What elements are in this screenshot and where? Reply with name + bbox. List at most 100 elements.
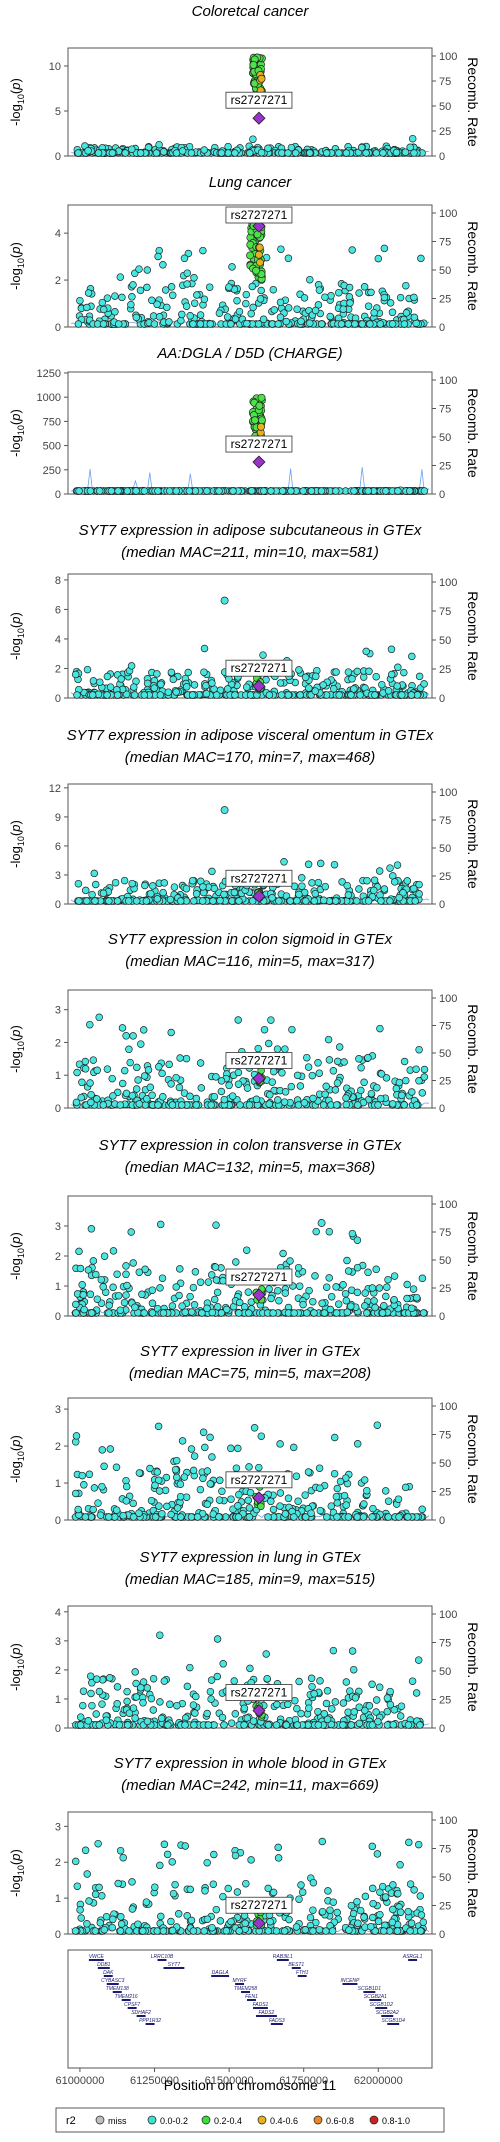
snp-point — [362, 149, 370, 157]
chart-subtitle: (median MAC=132, min=5, max=368) — [125, 1159, 376, 1176]
snp-point — [362, 647, 370, 656]
snp-point — [290, 1309, 298, 1317]
snp-point — [403, 1294, 411, 1303]
snp-point — [103, 672, 112, 681]
snp-point — [208, 1923, 216, 1932]
snp-point — [351, 320, 359, 328]
snp-point — [252, 1095, 261, 1104]
snp-point — [72, 1300, 80, 1309]
snp-point — [150, 320, 159, 328]
snp-point — [307, 1509, 315, 1517]
gene-label: TMEM216 — [115, 1994, 138, 2000]
chart-panel: SYT7 expression in colon sigmoid in GTEx… — [8, 931, 481, 1115]
snp-point — [83, 897, 91, 905]
snp-point — [95, 1013, 103, 1022]
y-tick-label: 1 — [55, 1893, 61, 1905]
snp-point — [361, 1892, 370, 1901]
snp-point — [133, 1063, 141, 1072]
snp-point — [192, 1101, 201, 1109]
snp-point — [330, 1433, 339, 1442]
snp-point — [404, 1721, 413, 1729]
snp-point — [276, 679, 285, 687]
snp-point — [273, 1045, 282, 1053]
gene-label: TMEM138 — [106, 1986, 129, 1992]
snp-point — [131, 1303, 139, 1312]
snp-point — [386, 897, 394, 905]
snp-point — [116, 1846, 125, 1855]
snp-point — [156, 691, 165, 699]
snp-point — [322, 1927, 330, 1935]
snp-point — [277, 691, 286, 699]
y2-tick-label: 75 — [439, 404, 451, 416]
snp-point — [363, 1309, 371, 1317]
snp-point — [220, 1721, 228, 1729]
y-tick-label: 1 — [55, 1281, 61, 1293]
snp-point — [72, 1098, 81, 1107]
snp-point — [412, 1065, 420, 1073]
snp-point — [331, 897, 340, 905]
snp-point — [299, 1300, 307, 1309]
snp-point — [215, 309, 224, 317]
snp-point — [141, 881, 149, 890]
snp-point — [276, 313, 285, 322]
snp-point — [420, 1065, 429, 1074]
snp-point — [345, 293, 354, 301]
snp-point — [207, 1695, 215, 1703]
snp-point — [353, 1263, 362, 1272]
snp-point — [380, 885, 389, 893]
snp-point — [376, 1094, 385, 1103]
snp-point — [410, 149, 418, 157]
snp-point — [127, 1228, 135, 1236]
legend-swatch — [95, 2115, 105, 2125]
snp-point — [76, 1264, 85, 1273]
snp-point — [168, 1926, 177, 1935]
snp-point — [198, 897, 207, 905]
y2-tick-label: 100 — [439, 375, 457, 387]
y-tick-label: 500 — [43, 441, 61, 453]
snp-point — [396, 1908, 405, 1916]
snp-point — [393, 682, 401, 690]
y-axis-label: -log10(p) — [8, 242, 26, 290]
snp-point — [210, 1850, 218, 1859]
snp-point — [340, 1058, 348, 1066]
snp-point — [269, 1309, 277, 1317]
y-tick-label: 1250 — [37, 368, 61, 380]
y-tick-label: 12 — [49, 783, 61, 795]
snp-point — [171, 1465, 180, 1474]
y-tick-label: 3 — [55, 1404, 61, 1416]
snp-point — [154, 1101, 162, 1109]
y-tick-label: 0 — [55, 322, 61, 334]
snp-point — [377, 897, 385, 905]
snp-point — [394, 1495, 403, 1503]
snp-point — [314, 1721, 323, 1729]
snp-point — [113, 1683, 122, 1691]
snp-point — [245, 1309, 253, 1317]
snp-point — [364, 1054, 372, 1062]
snp-point — [113, 1700, 121, 1708]
snp-point — [88, 691, 97, 699]
y2-tick-label: 0 — [439, 693, 445, 705]
snp-point — [408, 1677, 417, 1685]
snp-point — [304, 1468, 313, 1476]
snp-point — [247, 309, 255, 318]
snp-point — [105, 1309, 113, 1317]
snp-point — [372, 149, 381, 157]
snp-point — [295, 890, 303, 899]
y2-axis-label: Recomb. Rate — [465, 799, 481, 889]
snp-point — [177, 1101, 186, 1109]
snp-point-ld — [252, 266, 261, 275]
snp-point — [192, 890, 201, 898]
snp-point — [123, 1281, 131, 1290]
y-tick-label: 1 — [55, 1478, 61, 1490]
snp-point — [81, 886, 90, 895]
snp-point — [321, 293, 329, 301]
snp-point — [178, 147, 187, 155]
snp-point — [279, 1249, 287, 1258]
snp-point — [234, 1016, 242, 1024]
snp-point — [92, 1270, 100, 1279]
snp-point — [387, 645, 396, 654]
snp-point — [298, 1888, 307, 1896]
snp-point — [365, 667, 373, 676]
snp-point — [177, 316, 185, 325]
snp-point — [364, 897, 373, 905]
